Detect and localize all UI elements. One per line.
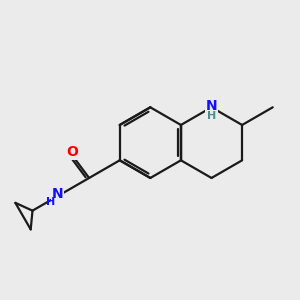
- Text: H: H: [207, 110, 216, 121]
- Text: O: O: [66, 145, 78, 159]
- Text: H: H: [46, 197, 55, 207]
- Text: N: N: [52, 188, 63, 202]
- Text: N: N: [206, 99, 217, 113]
